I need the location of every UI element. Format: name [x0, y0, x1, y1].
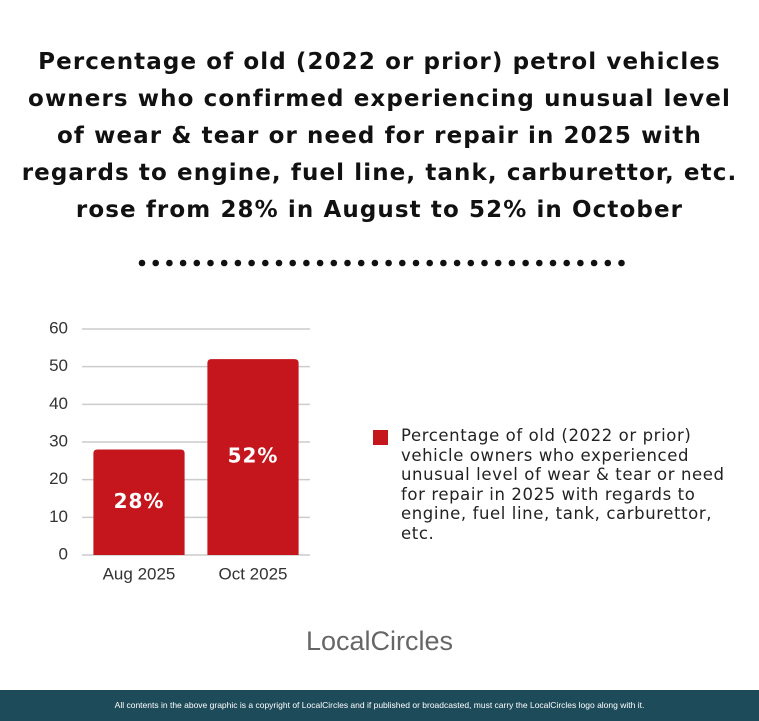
divider-dot	[577, 259, 584, 267]
divider-dot	[193, 259, 201, 267]
divider-dot	[220, 259, 228, 267]
divider-dot	[522, 259, 529, 267]
footer: All contents in the above graphic is a c…	[0, 690, 759, 721]
divider-dot	[248, 259, 255, 267]
legend-label: Percentage of old (2022 or prior) vehicl…	[401, 426, 725, 543]
divider	[138, 259, 625, 267]
bar	[207, 359, 299, 555]
divider-dot	[207, 259, 214, 267]
divider-dot	[234, 259, 242, 267]
divider-dot	[508, 259, 516, 267]
divider-dot	[399, 259, 406, 267]
y-tick-label: 50	[49, 356, 68, 375]
divider-dot	[563, 259, 570, 267]
y-tick-label: 40	[49, 394, 68, 413]
data-label: 52%	[228, 444, 279, 468]
divider-dot	[618, 259, 625, 267]
divider-dot	[275, 259, 283, 267]
divider-dot	[330, 259, 338, 267]
divider-dot	[549, 259, 557, 267]
divider-dot	[467, 259, 475, 267]
divider-dot	[440, 259, 447, 267]
divider-dot	[536, 259, 543, 267]
divider-dot	[604, 259, 612, 267]
divider-dot	[179, 259, 187, 267]
y-tick-label: 0	[59, 544, 68, 563]
divider-dot	[262, 259, 269, 267]
y-tick-label: 30	[49, 431, 68, 450]
divider-dot	[494, 259, 502, 267]
divider-dot	[316, 259, 324, 267]
y-tick-label: 20	[49, 469, 68, 488]
divider-dot	[453, 259, 461, 267]
logo: LocalCircles	[305, 626, 454, 656]
divider-dot	[426, 259, 434, 267]
divider-dot	[357, 259, 365, 267]
legend: Percentage of old (2022 or prior) vehicl…	[373, 426, 743, 543]
legend-swatch	[373, 430, 388, 445]
divider-dot	[385, 259, 392, 267]
divider-dot	[412, 259, 420, 267]
x-tick-label: Aug 2025	[103, 564, 176, 583]
y-tick-label: 60	[49, 318, 68, 337]
bar	[93, 449, 185, 555]
divider-dot	[590, 259, 598, 267]
chart: 0 10 20 30 40 50 60 Aug 2025 28% Oct 2025 52%	[49, 318, 310, 583]
y-tick-label: 10	[49, 507, 68, 526]
divider-dot	[138, 259, 146, 267]
x-tick-label: Oct 2025	[219, 564, 288, 583]
divider-dot	[371, 259, 379, 267]
divider-dot	[289, 259, 296, 267]
divider-dot	[152, 259, 159, 267]
data-label: 28%	[114, 489, 165, 513]
divider-dot	[303, 259, 310, 267]
divider-dot	[344, 259, 351, 267]
divider-dot	[481, 259, 488, 267]
chart-title: Percentage of old (2022 or prior) petrol…	[21, 49, 738, 223]
divider-dot	[166, 259, 173, 267]
